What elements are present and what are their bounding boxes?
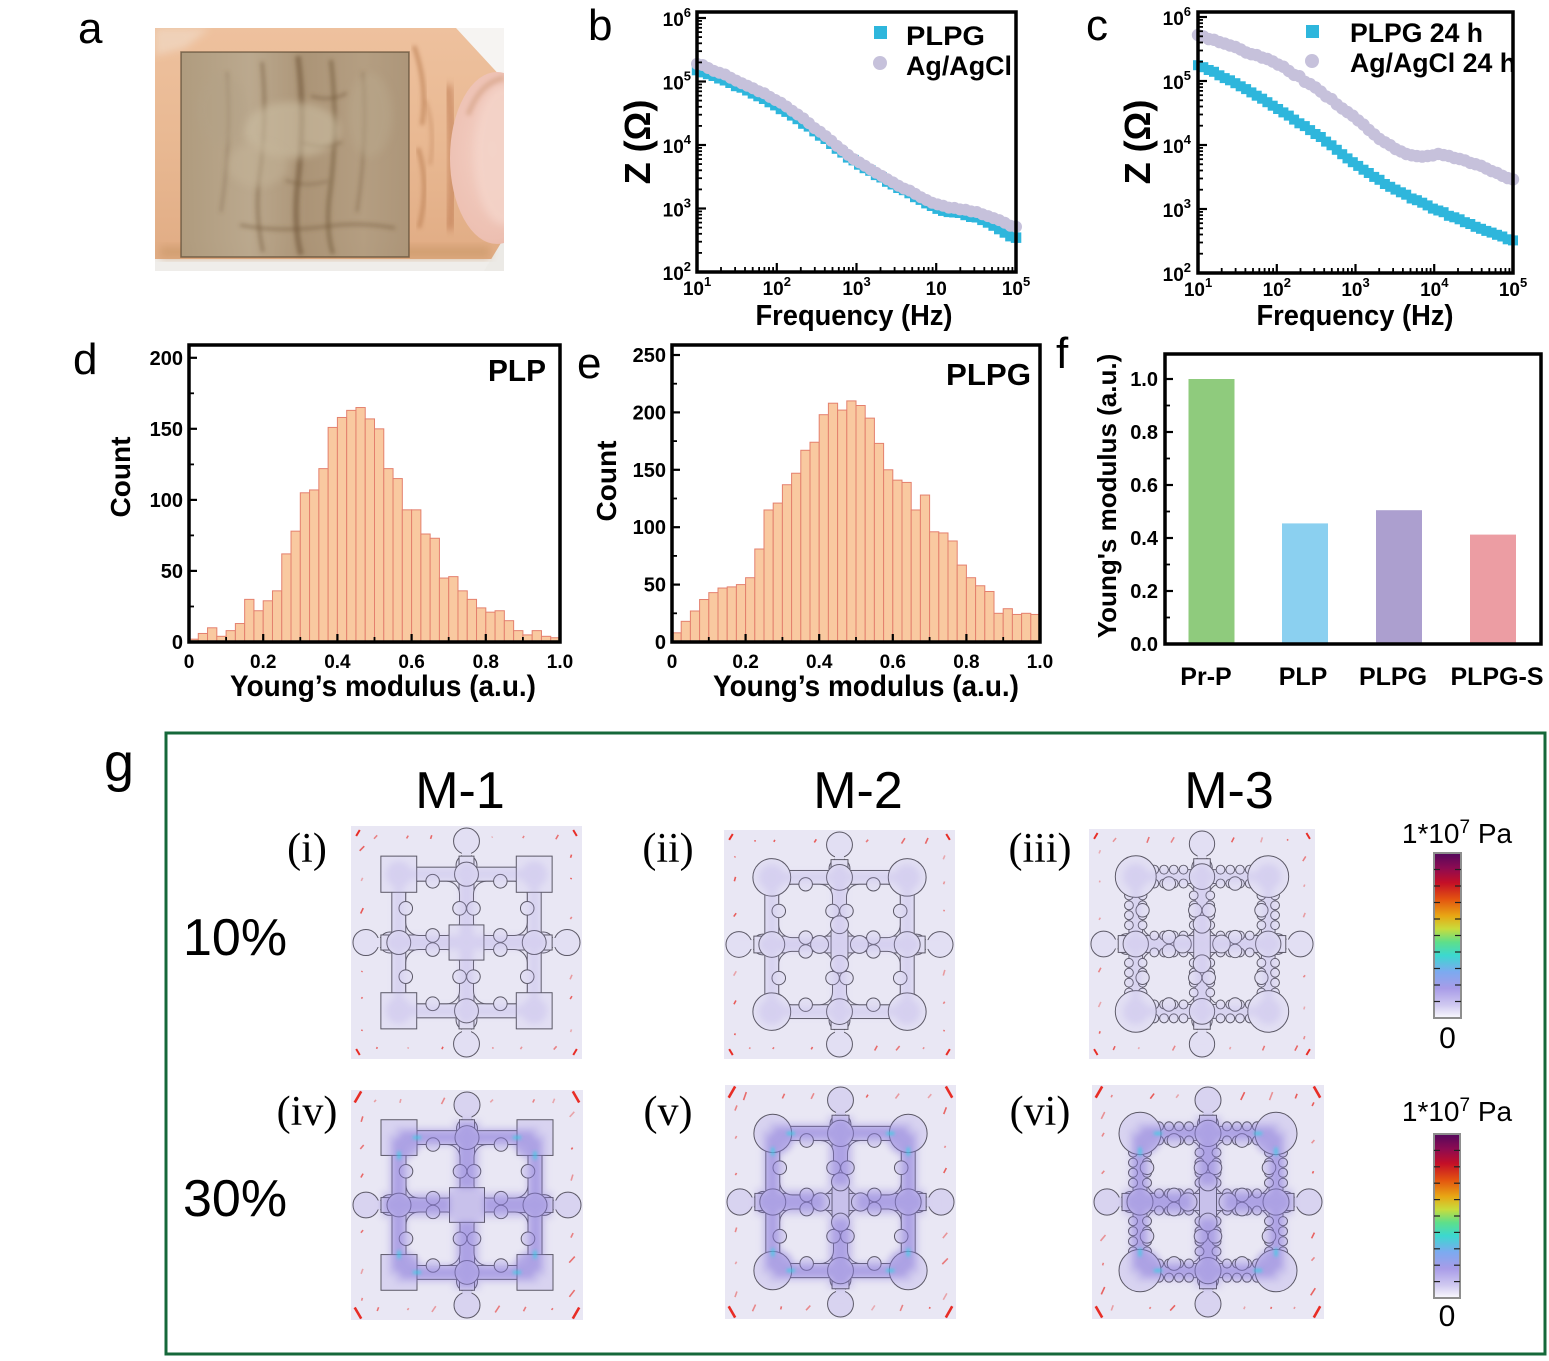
- svg-text:103: 103: [663, 196, 691, 222]
- svg-text:102: 102: [1263, 275, 1291, 301]
- svg-text:0.0: 0.0: [1130, 634, 1158, 656]
- svg-text:f: f: [1056, 329, 1069, 378]
- svg-text:1*107 Pa: 1*107 Pa: [1402, 817, 1513, 849]
- svg-text:(iii): (iii): [1009, 826, 1072, 872]
- svg-text:e: e: [577, 339, 601, 388]
- svg-text:100: 100: [150, 490, 183, 512]
- svg-text:PLPG 24 h: PLPG 24 h: [1350, 18, 1483, 48]
- svg-text:0.4: 0.4: [1130, 528, 1159, 550]
- svg-text:105: 105: [1002, 274, 1030, 300]
- svg-text:250: 250: [633, 345, 666, 367]
- svg-text:0: 0: [1439, 1022, 1456, 1055]
- svg-text:105: 105: [663, 69, 691, 95]
- svg-text:Ag/AgCl: Ag/AgCl: [906, 51, 1012, 81]
- svg-text:50: 50: [644, 575, 666, 597]
- svg-text:M-2: M-2: [813, 762, 903, 820]
- svg-text:0: 0: [1439, 1300, 1456, 1333]
- svg-text:Young’s modulus (a.u.): Young’s modulus (a.u.): [713, 670, 1019, 703]
- svg-text:b: b: [588, 1, 612, 50]
- svg-text:PLP: PLP: [488, 353, 546, 388]
- svg-text:105: 105: [1499, 275, 1527, 301]
- svg-text:0.2: 0.2: [732, 652, 758, 673]
- svg-text:0.4: 0.4: [324, 652, 351, 673]
- svg-text:0: 0: [655, 632, 666, 654]
- svg-text:0: 0: [667, 652, 678, 673]
- svg-text:104: 104: [1163, 132, 1192, 158]
- svg-text:200: 200: [150, 348, 183, 370]
- svg-text:Pr-P: Pr-P: [1180, 663, 1231, 691]
- svg-text:10%: 10%: [183, 909, 287, 967]
- svg-text:150: 150: [150, 419, 183, 441]
- svg-text:PLPG: PLPG: [946, 357, 1031, 392]
- svg-text:102: 102: [763, 274, 791, 300]
- svg-text:PLPG: PLPG: [1359, 663, 1427, 691]
- svg-text:PLP: PLP: [1279, 663, 1328, 691]
- svg-text:Z (Ω): Z (Ω): [1117, 100, 1158, 185]
- svg-text:0.8: 0.8: [953, 652, 979, 673]
- svg-text:104: 104: [1420, 275, 1449, 301]
- svg-text:Young's modulus (a.u.): Young's modulus (a.u.): [1092, 354, 1122, 638]
- svg-text:g: g: [104, 733, 134, 793]
- svg-text:106: 106: [1163, 4, 1191, 30]
- svg-text:0.2: 0.2: [250, 652, 276, 673]
- svg-text:10: 10: [926, 279, 947, 300]
- svg-text:101: 101: [683, 274, 711, 300]
- svg-text:0.2: 0.2: [1130, 581, 1158, 603]
- svg-text:1*107 Pa: 1*107 Pa: [1402, 1095, 1513, 1127]
- svg-text:Young’s modulus (a.u.): Young’s modulus (a.u.): [230, 670, 536, 703]
- svg-text:Z (Ω): Z (Ω): [617, 100, 658, 185]
- svg-text:(i): (i): [287, 826, 327, 872]
- svg-text:PLPG: PLPG: [906, 21, 985, 51]
- svg-text:d: d: [73, 335, 97, 384]
- svg-text:(v): (v): [644, 1089, 693, 1135]
- svg-text:(vi): (vi): [1010, 1089, 1071, 1135]
- svg-text:(ii): (ii): [642, 826, 693, 872]
- svg-text:0: 0: [184, 652, 195, 673]
- svg-text:Frequency (Hz): Frequency (Hz): [1257, 300, 1454, 332]
- svg-text:103: 103: [842, 274, 870, 300]
- svg-text:100: 100: [633, 517, 666, 539]
- svg-text:104: 104: [663, 132, 692, 158]
- svg-text:101: 101: [1184, 275, 1212, 301]
- svg-text:150: 150: [633, 460, 666, 482]
- svg-text:50: 50: [161, 561, 183, 583]
- svg-text:103: 103: [1163, 196, 1191, 222]
- svg-text:106: 106: [663, 5, 691, 31]
- svg-text:Count: Count: [105, 437, 136, 518]
- svg-text:Frequency (Hz): Frequency (Hz): [756, 300, 953, 332]
- svg-text:PLPG-S: PLPG-S: [1450, 663, 1543, 691]
- svg-text:0.8: 0.8: [1130, 422, 1158, 444]
- svg-text:0: 0: [172, 632, 183, 654]
- svg-text:M-1: M-1: [415, 762, 505, 820]
- svg-text:0.8: 0.8: [473, 652, 499, 673]
- svg-text:105: 105: [1163, 68, 1191, 94]
- svg-text:0.6: 0.6: [880, 652, 906, 673]
- svg-text:Ag/AgCl 24 h: Ag/AgCl 24 h: [1350, 48, 1516, 78]
- svg-text:200: 200: [633, 402, 666, 424]
- svg-text:0.6: 0.6: [398, 652, 424, 673]
- svg-text:(iv): (iv): [277, 1089, 338, 1135]
- svg-text:Count: Count: [591, 441, 622, 522]
- svg-text:1.0: 1.0: [1027, 652, 1053, 673]
- svg-text:1.0: 1.0: [547, 652, 573, 673]
- svg-text:30%: 30%: [183, 1170, 287, 1228]
- svg-text:0.4: 0.4: [806, 652, 833, 673]
- svg-text:1.0: 1.0: [1130, 369, 1158, 391]
- svg-text:0.6: 0.6: [1130, 475, 1158, 497]
- svg-text:a: a: [78, 4, 103, 53]
- svg-text:103: 103: [1341, 275, 1369, 301]
- svg-text:M-3: M-3: [1184, 762, 1274, 820]
- svg-text:c: c: [1086, 1, 1108, 50]
